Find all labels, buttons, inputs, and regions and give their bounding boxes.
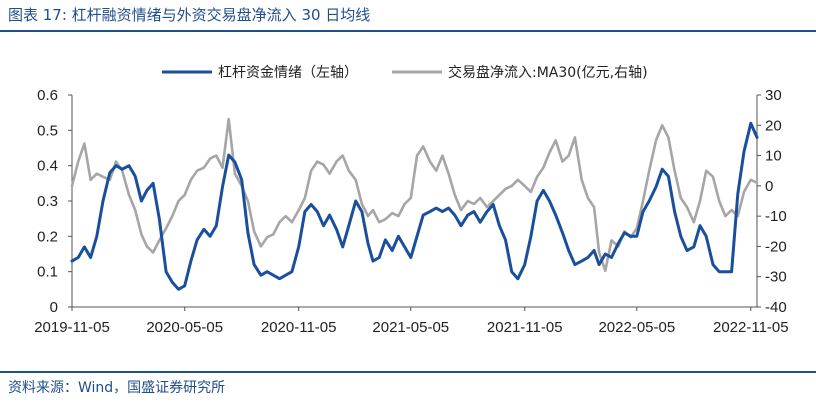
right-tick-label: 10 <box>765 148 782 165</box>
series-group <box>70 117 759 291</box>
left-tick-label: 0.1 <box>37 264 58 281</box>
left-tick-label: 0.6 <box>37 87 58 104</box>
right-tick-label: -30 <box>765 269 787 286</box>
legend: 杠杆资金情绪（左轴） 交易盘净流入:MA30(亿元,右轴) <box>162 64 648 81</box>
left-tick-label: 0.4 <box>37 158 58 175</box>
bottom-rule <box>0 371 816 373</box>
x-tick-label: 2020-05-05 <box>146 319 223 336</box>
left-tick-label: 0.3 <box>37 193 58 210</box>
left-tick-label: 0.5 <box>37 122 58 139</box>
right-tick-label: 30 <box>765 87 782 104</box>
axes: 0 0.1 0.2 0.3 0.4 0.5 0.6 -40 -30 -20 -10 0 10 20 30 20… <box>34 87 788 336</box>
right-tick-label: -20 <box>765 238 787 255</box>
right-tick-label: -40 <box>765 299 787 316</box>
legend-label-right: 交易盘净流入:MA30(亿元,右轴) <box>448 64 648 81</box>
top-rule <box>0 30 816 32</box>
x-tick-label: 2020-11-05 <box>261 319 337 336</box>
right-tick-label: 20 <box>765 117 782 134</box>
x-tick-label: 2022-05-05 <box>598 319 675 336</box>
right-tick-label: -10 <box>765 208 787 225</box>
chart-title: 图表 17: 杠杆融资情绪与外资交易盘净流入 30 日均线 <box>8 6 371 24</box>
series-line-leverage-sentiment <box>70 121 759 291</box>
x-tick-label: 2021-11-05 <box>487 319 563 336</box>
left-tick-label: 0 <box>50 299 58 316</box>
source-note: 资料来源：Wind，国盛证券研究所 <box>8 380 226 396</box>
x-tick-label: 2019-11-05 <box>34 319 110 336</box>
right-tick-label: 0 <box>765 178 773 195</box>
legend-label-left: 杠杆资金情绪（左轴） <box>218 65 358 81</box>
x-tick-label: 2022-11-05 <box>713 319 789 336</box>
x-tick-label: 2021-05-05 <box>372 319 449 336</box>
left-tick-label: 0.2 <box>37 228 58 245</box>
series-line-net-inflow-ma30 <box>70 117 759 273</box>
